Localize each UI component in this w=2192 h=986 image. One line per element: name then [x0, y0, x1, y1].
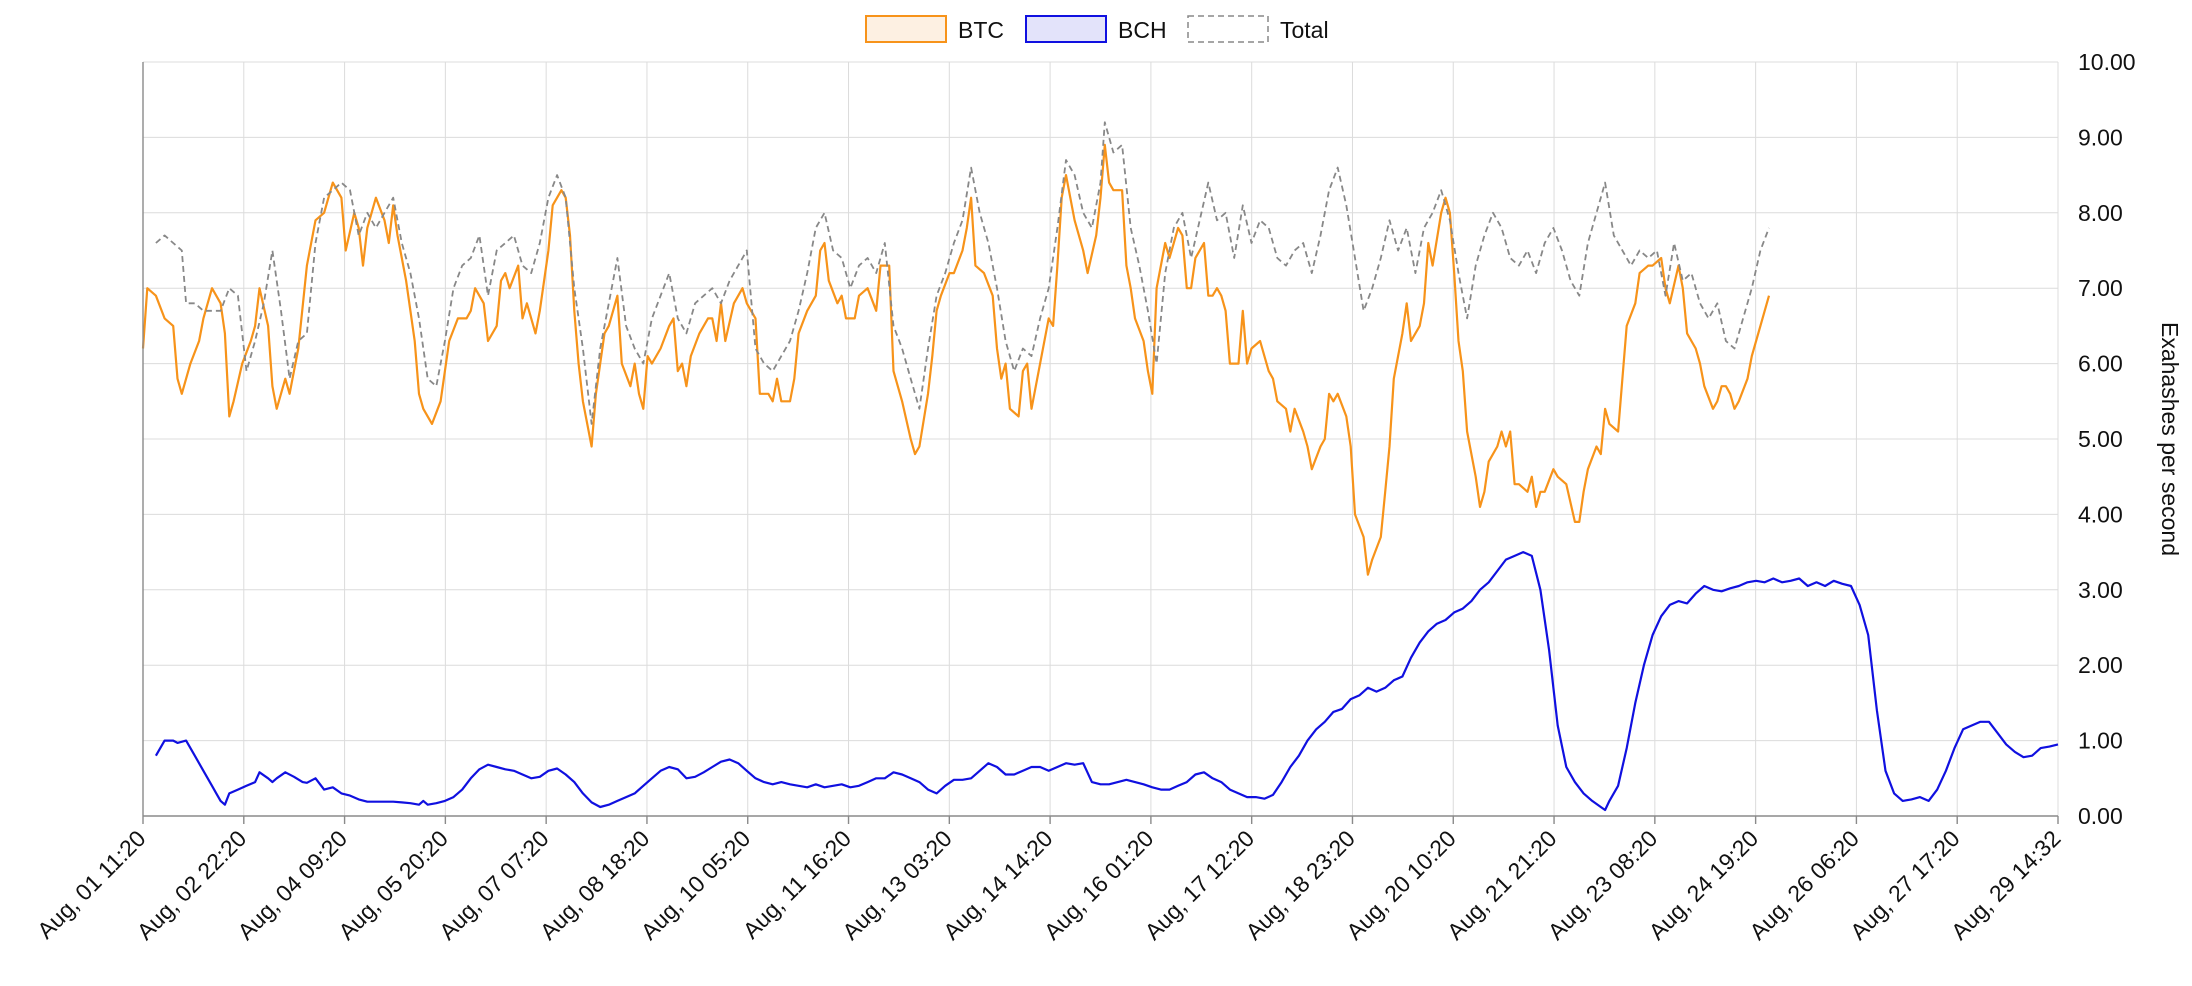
series-line-total	[155, 121, 1770, 425]
series-line-bch	[154, 550, 2059, 812]
y-tick-label: 8.00	[2078, 200, 2123, 226]
y-tick-label: 3.00	[2078, 577, 2123, 603]
y-tick-label: 10.00	[2078, 49, 2136, 75]
legend-item-btc[interactable]: BTC	[865, 15, 1004, 43]
y-tick-label: 4.00	[2078, 501, 2123, 527]
y-tick-label: 0.00	[2078, 803, 2123, 829]
y-tick-label: 7.00	[2078, 275, 2123, 301]
series-area	[141, 121, 2059, 812]
legend-swatch	[865, 15, 947, 43]
legend-item-bch[interactable]: BCH	[1025, 15, 1167, 43]
legend-label: Total	[1280, 17, 1329, 43]
axes: 0.00 1.00 2.00 3.00 4.00 5.00 6.00 7.00 8.00 9.00…	[32, 49, 2183, 945]
y-axis-title: Exahashes per second	[2157, 322, 2183, 556]
legend-swatch	[1187, 15, 1269, 43]
series-line-btc	[141, 143, 1771, 576]
legend-swatch	[1025, 15, 1107, 43]
y-tick-label: 9.00	[2078, 124, 2123, 150]
legend-item-total[interactable]: Total	[1187, 15, 1329, 43]
y-tick-label: 6.00	[2078, 351, 2123, 377]
y-tick-label: 1.00	[2078, 728, 2123, 754]
y-tick-label: 5.00	[2078, 426, 2123, 452]
legend-label: BCH	[1118, 17, 1167, 43]
legend: BTC BCH Total	[865, 15, 1329, 43]
y-tick-label: 2.00	[2078, 652, 2123, 678]
legend-label: BTC	[958, 17, 1004, 43]
